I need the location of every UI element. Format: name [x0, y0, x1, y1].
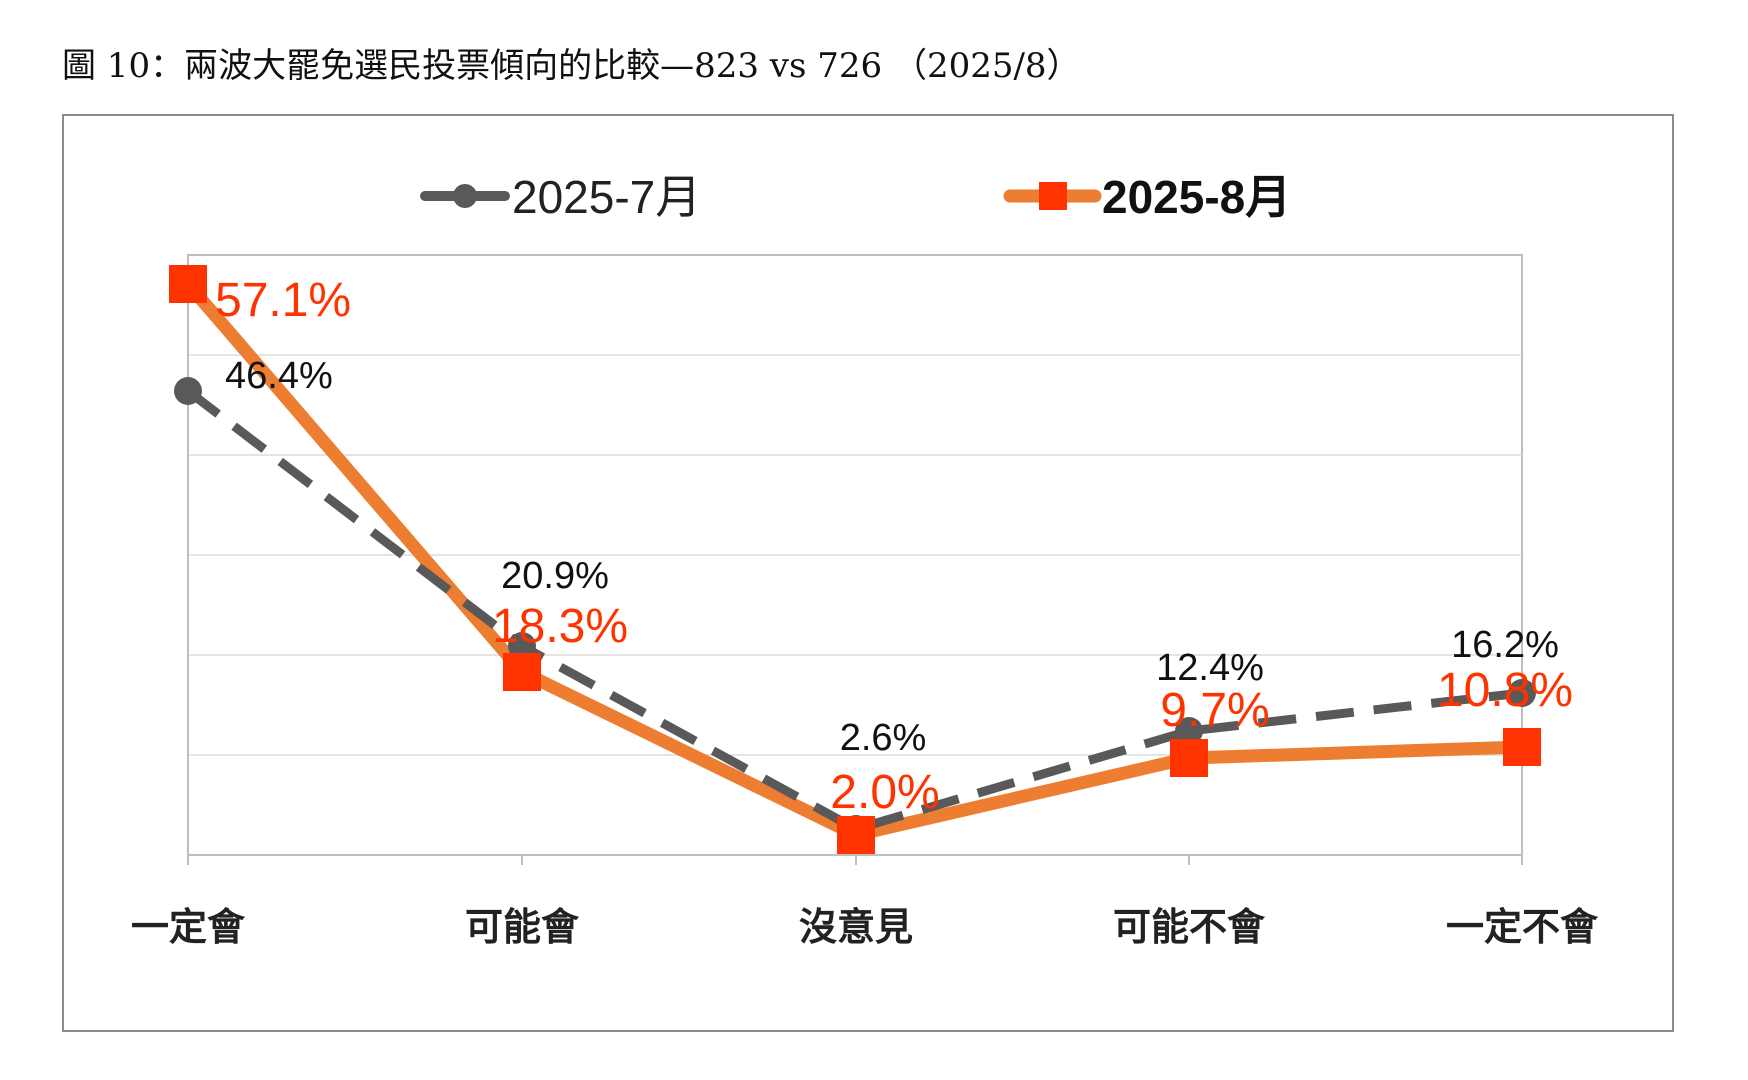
category-labels: 一定會 可能會 沒意見 可能不會 一定不會: [131, 905, 1599, 949]
series-line-2025-jul: [185, 387, 1523, 834]
category-label-1: 一定會: [131, 905, 246, 949]
chart-frame: [62, 114, 1674, 1032]
markers: [169, 265, 1541, 854]
figure-caption: 圖 10：兩波大罷免選民投票傾向的比較—823 vs 726 （2025/8）: [62, 46, 1081, 86]
category-label-5: 一定不會: [1446, 905, 1599, 949]
x-axis: [187, 255, 1523, 865]
data-label-aug-1: 57.1%: [215, 274, 351, 327]
data-label-aug-5: 10.8%: [1437, 664, 1573, 717]
legend: 2025-7月 2025-8月: [420, 171, 1291, 223]
marker-aug-3: [837, 816, 875, 854]
gridlines: [188, 354, 1522, 756]
legend-label-jul: 2025-7月: [512, 171, 701, 223]
data-label-aug-4: 9.7%: [1160, 684, 1269, 737]
data-label-jul-2: 20.9%: [501, 555, 609, 597]
marker-aug-1: [169, 265, 207, 303]
data-label-jul-1: 46.4%: [225, 355, 333, 397]
data-label-jul-5: 16.2%: [1451, 624, 1559, 666]
data-label-jul-4: 12.4%: [1156, 647, 1264, 689]
data-label-jul-3: 2.6%: [840, 717, 927, 759]
category-label-3: 沒意見: [799, 905, 913, 949]
legend-label-aug: 2025-8月: [1102, 171, 1291, 223]
category-label-4: 可能不會: [1113, 905, 1266, 949]
marker-jul-1: [174, 377, 202, 405]
marker-aug-4: [1170, 739, 1208, 777]
legend-marker-jul: [453, 184, 477, 208]
marker-aug-2: [503, 653, 541, 691]
legend-marker-aug: [1039, 182, 1067, 210]
category-label-2: 可能會: [465, 905, 580, 949]
data-labels: 46.4% 20.9% 2.6% 12.4% 16.2% 57.1% 18.3% 2.0% 9.…: [215, 274, 1573, 819]
data-label-aug-3: 2.0%: [830, 766, 939, 819]
marker-jul-5: [1508, 679, 1536, 707]
data-label-aug-2: 18.3%: [492, 600, 628, 653]
marker-jul-4: [1175, 717, 1203, 745]
marker-aug-5: [1503, 728, 1541, 766]
